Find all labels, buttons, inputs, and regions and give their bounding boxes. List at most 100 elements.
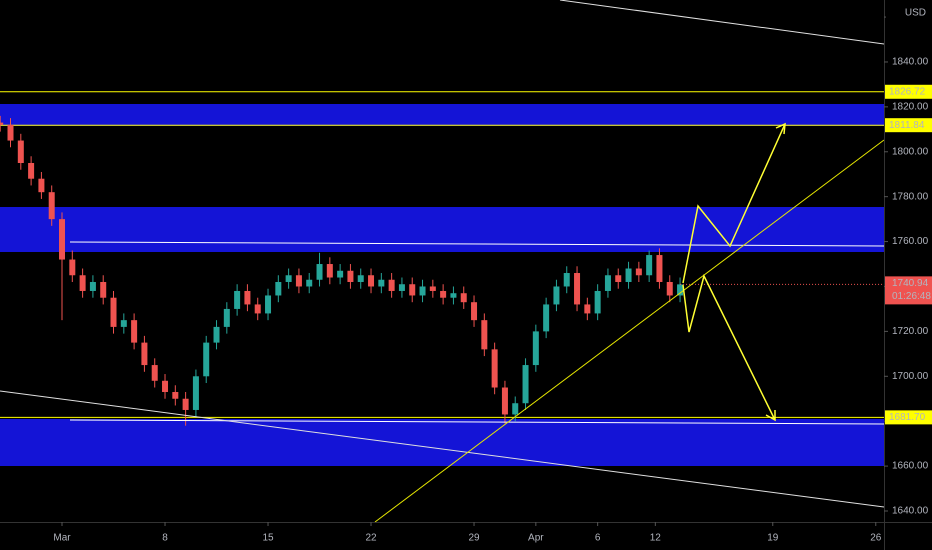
candle-body [604,275,611,291]
level-label-box [885,84,932,99]
level-label-box [885,118,932,133]
projection-arrow [682,123,786,284]
y-tick-label: 1700.00 [892,371,929,382]
candle-body [471,302,478,321]
arrow-head [765,410,776,422]
trend-line [559,0,885,45]
candle-body [172,392,179,399]
trend-line [0,390,885,508]
y-tick-label: 1640.00 [892,506,929,517]
candle-body [306,279,313,287]
candle-body [553,286,560,305]
x-tick-label: Mar [53,533,71,544]
candle-body [141,342,148,366]
candle-body [316,264,323,280]
level-label-box [885,410,932,425]
candle-body [38,178,45,193]
x-tick-label: 12 [650,533,662,544]
candle-body [69,259,76,276]
candle-body [625,268,632,282]
candle-body [244,290,251,305]
candle-body [450,293,457,298]
candle-body [234,290,241,309]
level-label: 1826.72 [889,86,926,97]
candle-body [635,268,642,276]
candle-body [0,122,4,125]
y-tick-label: 1720.00 [892,326,929,337]
x-tick-label: 22 [365,533,377,544]
countdown: 01:26:48 [892,291,931,302]
currency: USD [905,8,926,19]
x-tick-label: Apr [528,533,544,544]
y-tick-label: 1840.00 [892,57,929,68]
candle-body [182,398,189,410]
arrow-head [775,122,786,135]
candle-body [151,365,158,381]
candle-body [440,290,447,298]
trend-line [69,419,885,425]
candle-body [429,286,436,291]
candle-body [213,326,220,343]
currency-box [886,4,930,22]
candle-body [532,331,539,366]
projection-arrow [682,273,776,421]
axes: 1640.001660.001680.001700.001720.001740.… [53,12,932,544]
x-tick-label: 19 [767,533,779,544]
candle-body [543,304,550,332]
candle-body [584,304,591,314]
candle-body [656,255,663,282]
x-tick-label: 15 [262,533,274,544]
x-tick-label: 8 [162,533,168,544]
level-label: 1681.70 [889,412,926,423]
candle-body [666,281,673,296]
candle-body [48,192,55,220]
price-label: 1740.94 [892,278,929,289]
x-tick-label: 29 [468,533,480,544]
candle-body [223,308,230,327]
trend-line [69,241,885,247]
x-tick-label: 26 [870,533,882,544]
candle-body [419,286,426,296]
x-tick-label: 6 [595,533,601,544]
candle-body [28,162,35,179]
candle-body [89,281,96,291]
candle-body [192,376,199,410]
candle-body [522,365,529,404]
candle-body [409,284,416,296]
candle-body [347,270,354,282]
candle-body [120,320,127,327]
candle-body [265,295,272,314]
trend-line [374,139,885,523]
level-label: 1811.84 [889,120,925,131]
candle-body [203,342,210,377]
candle-body [100,281,107,298]
candle-body [59,219,66,260]
candle-body [7,124,14,141]
drawings [0,0,885,523]
candle-body [378,279,385,287]
candle-body [79,275,86,291]
candle-body [677,284,684,296]
price-label-box [885,276,932,305]
candle-body [254,304,261,314]
candle-body [460,293,467,303]
candle-body [162,380,169,393]
y-tick-label: 1780.00 [892,191,929,202]
candle-body [646,255,653,276]
y-tick-label: 1820.00 [892,102,929,113]
zone [0,419,884,466]
candle-body [357,275,364,282]
candle-body [337,270,344,278]
y-tick-label: 1760.00 [892,236,929,247]
candle-body [388,279,395,291]
candle-body [615,275,622,282]
candle-body [326,264,333,278]
candle-body [17,140,24,163]
candle-body [110,297,117,327]
candle-body [275,281,282,296]
candle-body [131,320,138,343]
candle-body [501,387,508,415]
plot [0,91,884,426]
